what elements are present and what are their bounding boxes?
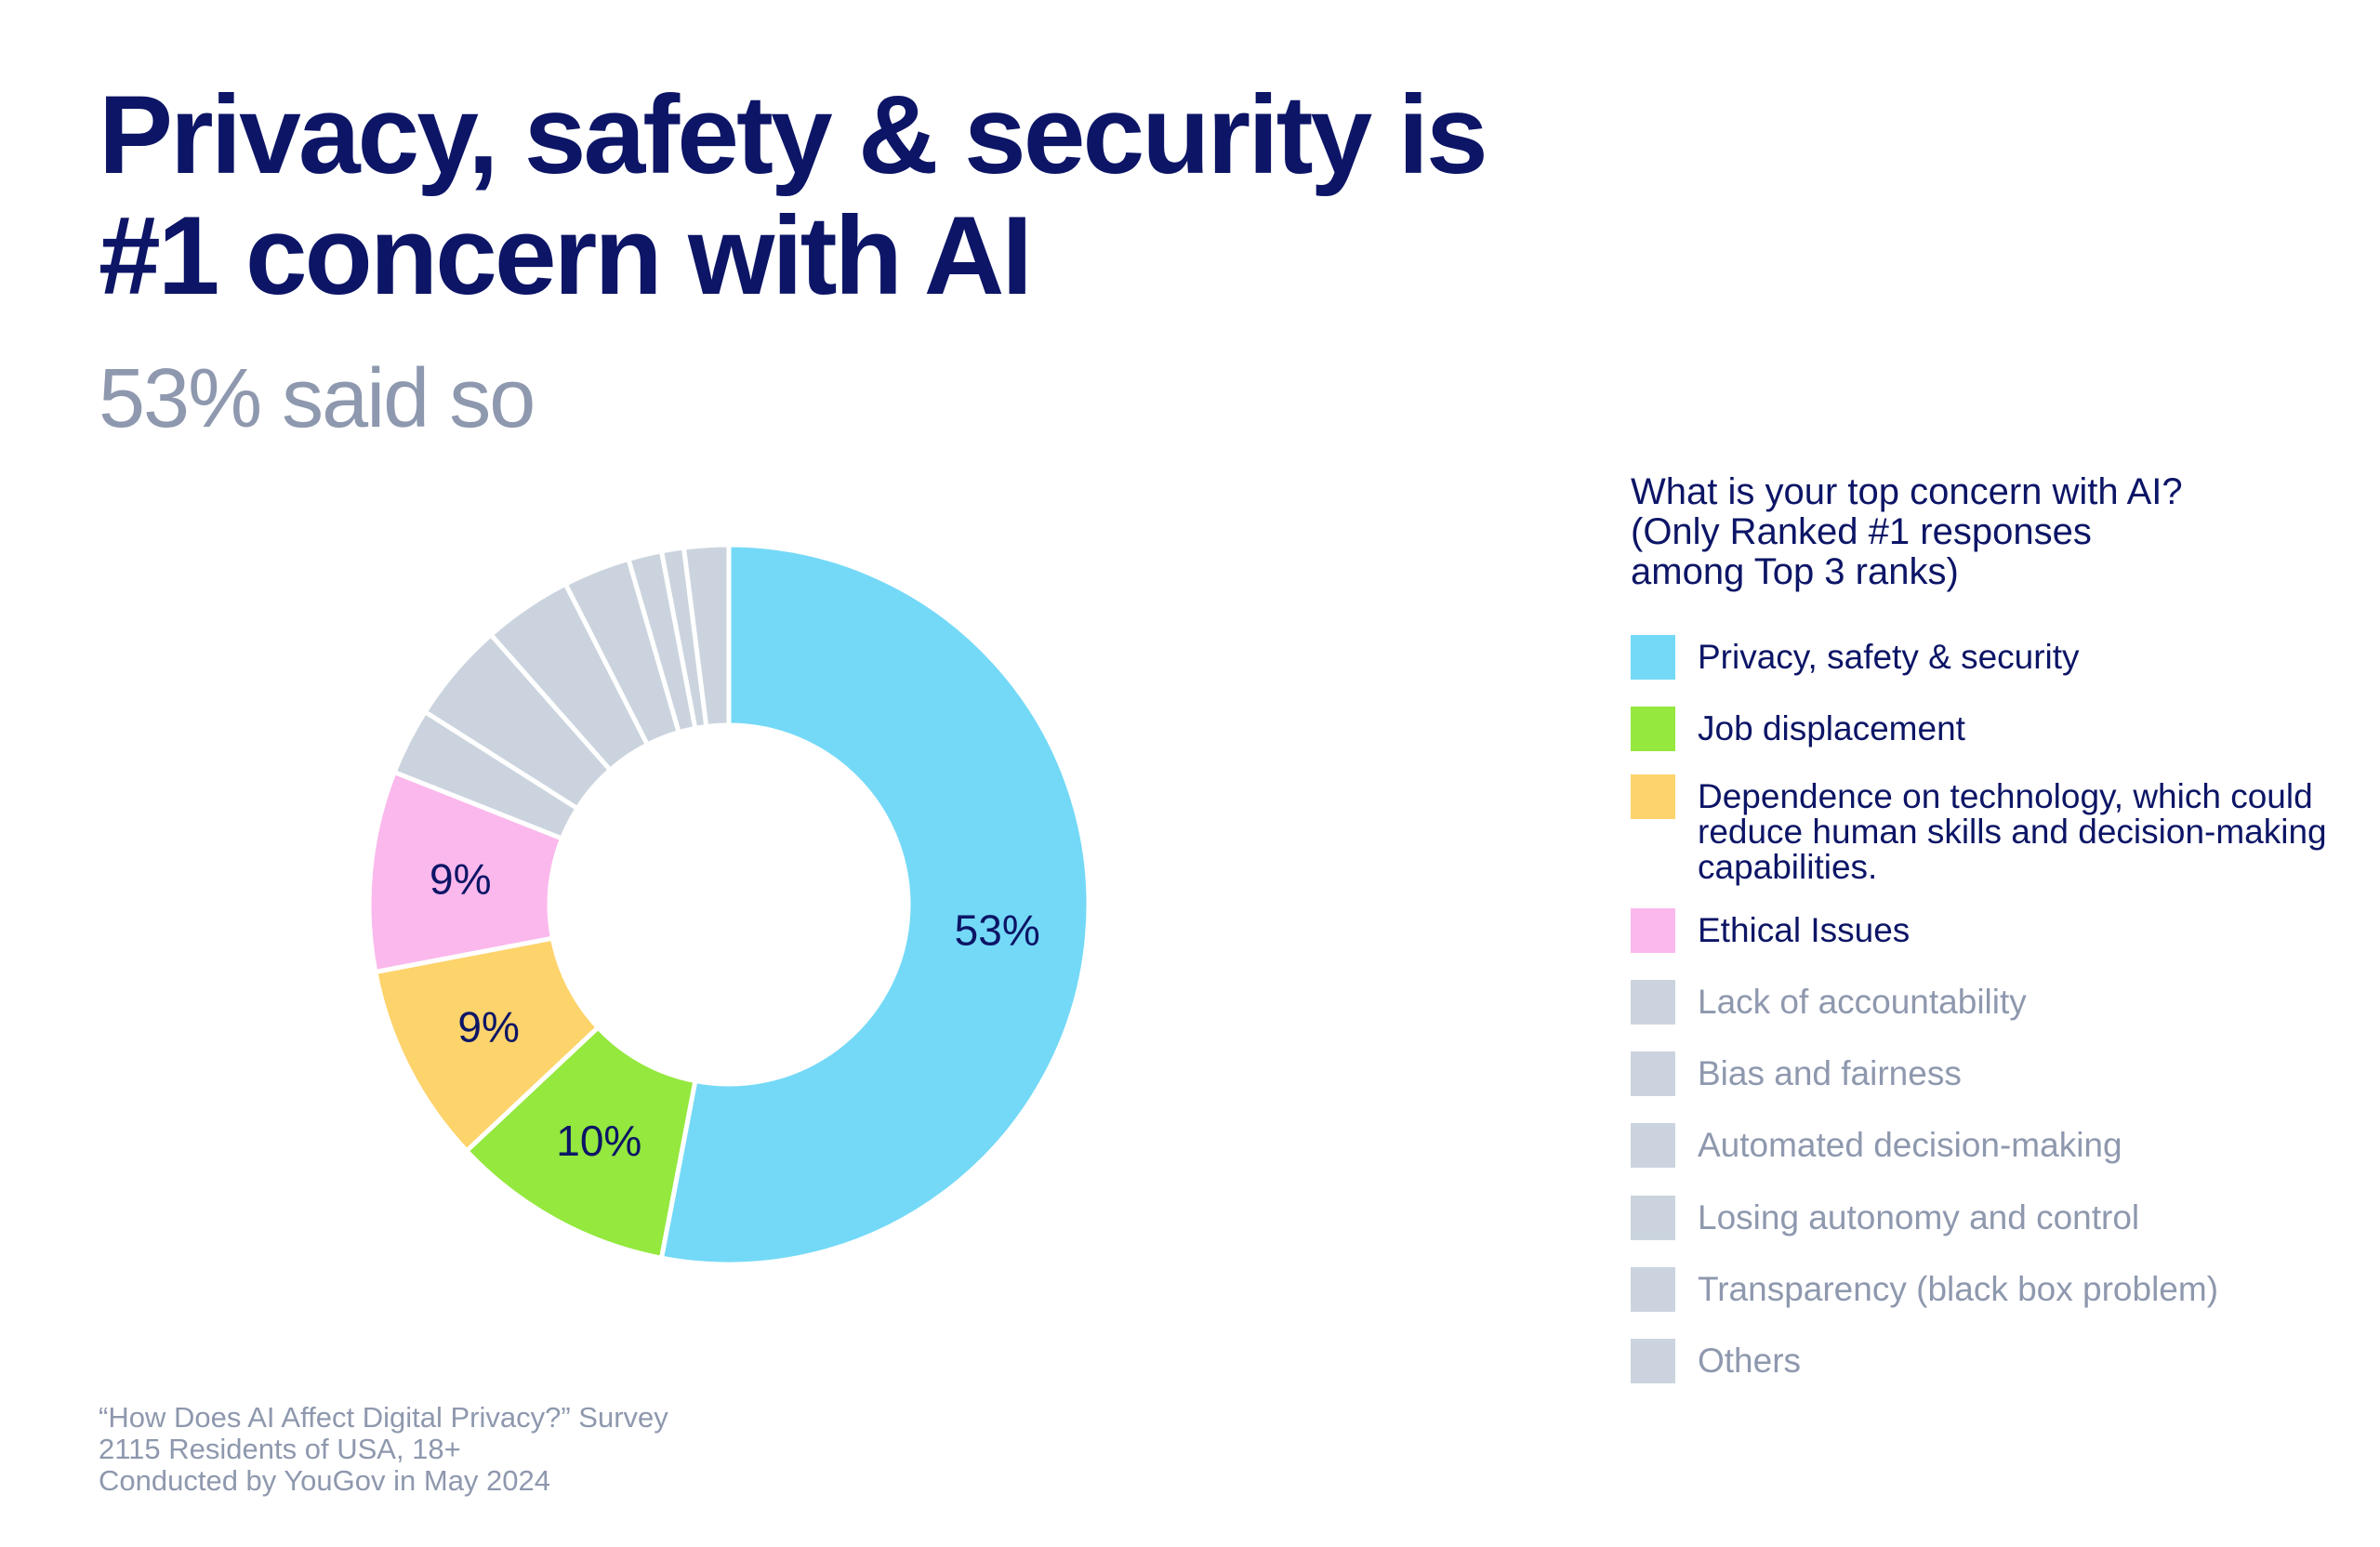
legend-label: Job displacement bbox=[1698, 709, 1965, 747]
legend-label: Automated decision-making bbox=[1698, 1126, 2122, 1164]
legend-title-line: (Only Ranked #1 responses bbox=[1631, 511, 2092, 552]
subtitle: 53% said so bbox=[99, 352, 536, 445]
legend-label: Lack of accountability bbox=[1698, 983, 2027, 1021]
donut-slice-0 bbox=[658, 542, 1091, 1267]
legend-item: Automated decision-making bbox=[1631, 1123, 2330, 1168]
legend-swatch bbox=[1631, 908, 1675, 953]
donut-chart: 53% 10% 9% 9% bbox=[369, 542, 1091, 1267]
donut-slice-10 bbox=[681, 542, 732, 730]
legend-item: Privacy, safety & security bbox=[1631, 635, 2330, 680]
legend-swatch bbox=[1631, 707, 1675, 751]
legend-title-line: among Top 3 ranks) bbox=[1631, 551, 1959, 592]
legend-swatch bbox=[1631, 1051, 1675, 1096]
legend-label: Privacy, safety & security bbox=[1698, 638, 2080, 676]
legend-item: Losing autonomy and control bbox=[1631, 1196, 2330, 1240]
legend-item: Dependence on technology, which could re… bbox=[1631, 774, 2330, 885]
source-line: Conducted by YouGov in May 2024 bbox=[99, 1464, 551, 1497]
page-title: Privacy, safety & security is #1 concern… bbox=[99, 73, 1488, 318]
source-line: “How Does AI Affect Digital Privacy?” Su… bbox=[99, 1401, 668, 1434]
legend-label: Dependence on technology, which could re… bbox=[1698, 777, 2327, 886]
title-line-2: #1 concern with AI bbox=[99, 193, 1033, 318]
legend-item: Ethical Issues bbox=[1631, 908, 2330, 953]
legend-swatch bbox=[1631, 1339, 1675, 1383]
legend-swatch bbox=[1631, 774, 1675, 819]
legend-label: Losing autonomy and control bbox=[1698, 1198, 2140, 1236]
slice-data-label: 9% bbox=[430, 855, 491, 904]
source-note: “How Does AI Affect Digital Privacy?” Su… bbox=[99, 1402, 668, 1497]
title-line-1: Privacy, safety & security is bbox=[99, 73, 1488, 197]
legend-label: Ethical Issues bbox=[1698, 911, 1911, 949]
slice-data-label: 10% bbox=[556, 1117, 641, 1165]
legend-item: Others bbox=[1631, 1339, 2330, 1383]
legend-swatch bbox=[1631, 1196, 1675, 1240]
legend-title-line: What is your top concern with AI? bbox=[1631, 471, 2183, 512]
slice-data-label: 53% bbox=[955, 906, 1040, 954]
legend-item: Lack of accountability bbox=[1631, 980, 2330, 1025]
legend-swatch bbox=[1631, 980, 1675, 1025]
legend-label: Bias and fairness bbox=[1698, 1054, 1962, 1092]
slice-data-label: 9% bbox=[457, 1003, 519, 1051]
legend-swatch bbox=[1631, 1123, 1675, 1168]
legend-label: Others bbox=[1698, 1342, 1802, 1380]
legend-swatch bbox=[1631, 635, 1675, 680]
legend-label: Transparency (black box problem) bbox=[1698, 1270, 2219, 1308]
source-line: 2115 Residents of USA, 18+ bbox=[99, 1433, 461, 1465]
legend-swatch bbox=[1631, 1267, 1675, 1312]
legend-item: Job displacement bbox=[1631, 707, 2330, 751]
legend-item: Transparency (black box problem) bbox=[1631, 1267, 2330, 1312]
legend-title: What is your top concern with AI? (Only … bbox=[1631, 472, 2337, 592]
legend-item: Bias and fairness bbox=[1631, 1051, 2330, 1096]
